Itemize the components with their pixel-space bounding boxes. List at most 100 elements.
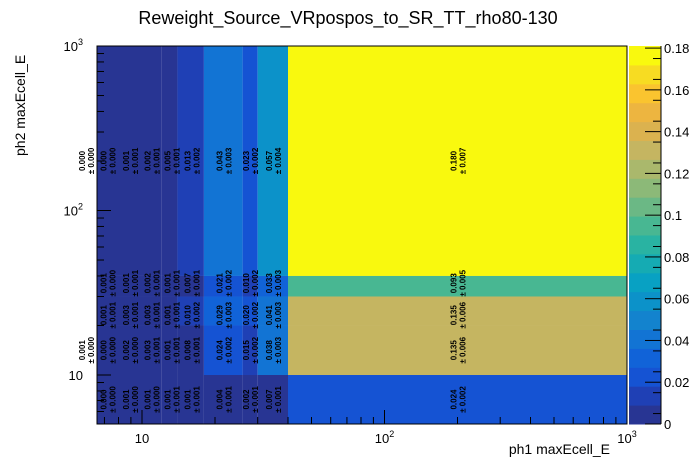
cell-error: ± 0.001 bbox=[193, 269, 202, 296]
cell-label: 0.007 ± 0.001 bbox=[184, 269, 202, 296]
cell-label: 0.000 ± 0.000 bbox=[100, 336, 118, 363]
colorbar-segment bbox=[629, 140, 661, 160]
cell-error-value: 0.000 bbox=[109, 269, 118, 290]
cell-error: ± 0.000 bbox=[87, 147, 96, 174]
colorbar-tick-label: 0.12 bbox=[664, 166, 689, 181]
cell-error: ± 0.001 bbox=[193, 336, 202, 363]
cell-label: 0.000 ± 0.000 bbox=[78, 147, 96, 174]
cell-error-value: 0.001 bbox=[109, 301, 118, 322]
plus-minus-sign: ± bbox=[274, 406, 283, 413]
plus-minus-sign: ± bbox=[109, 168, 118, 175]
plus-minus-sign: ± bbox=[251, 357, 260, 364]
cell-error-value: 0.001 bbox=[224, 386, 233, 407]
cell-value: 0.029 bbox=[215, 305, 224, 326]
cell-value: 0.002 bbox=[122, 340, 131, 361]
cell-error: ± 0.003 bbox=[274, 269, 283, 296]
colorbar-segment bbox=[629, 386, 661, 406]
cell-error: ± 0.000 bbox=[109, 336, 118, 363]
cell-label: 0.003 ± 0.001 bbox=[144, 336, 162, 363]
heatmap-cell bbox=[257, 375, 288, 424]
cell-value: 0.093 bbox=[449, 273, 458, 294]
cell-error-value: 0.002 bbox=[193, 301, 202, 322]
cell-value: 0.002 bbox=[242, 389, 251, 410]
cell-value: 0.001 bbox=[164, 340, 173, 361]
cell-error: ± 0.003 bbox=[274, 301, 283, 328]
plus-minus-sign: ± bbox=[274, 322, 283, 329]
colorbar-segment bbox=[629, 367, 661, 387]
colorbar-segment bbox=[629, 178, 661, 198]
y-tick-label-exp: 3 bbox=[78, 37, 83, 47]
cell-value: 0.002 bbox=[144, 150, 153, 171]
plus-minus-sign: ± bbox=[224, 322, 233, 329]
cell-value: 0.135 bbox=[449, 305, 458, 326]
colorbar-tick-label: 0.14 bbox=[664, 125, 689, 140]
cell-label: 0.020 ± 0.002 bbox=[242, 301, 260, 328]
cell-error-value: 0.001 bbox=[173, 269, 182, 290]
cell-error-value: 0.001 bbox=[131, 301, 140, 322]
plus-minus-sign: ± bbox=[153, 406, 162, 413]
cell-error-value: 0.002 bbox=[251, 301, 260, 322]
plus-minus-sign: ± bbox=[458, 406, 467, 413]
plus-minus-sign: ± bbox=[173, 357, 182, 364]
cell-error-value: 0.003 bbox=[274, 269, 283, 290]
cell-value: 0.005 bbox=[164, 150, 173, 171]
colorbar-segment bbox=[629, 253, 661, 274]
cell-error: ± 0.001 bbox=[153, 147, 162, 174]
cell-error: ± 0.003 bbox=[224, 147, 233, 174]
cell-label: 0.180 ± 0.007 bbox=[449, 147, 467, 174]
cell-label: 0.002 ± 0.001 bbox=[144, 269, 162, 296]
cell-label: 0.000 ± 0.000 bbox=[100, 147, 118, 174]
cell-label: 0.093 ± 0.005 bbox=[449, 269, 467, 296]
cell-error: ± 0.002 bbox=[251, 336, 260, 363]
heatmap-cell bbox=[161, 275, 178, 297]
heatmap-cell bbox=[97, 296, 119, 326]
heatmap-cell bbox=[242, 375, 258, 424]
cell-value: 0.001 bbox=[100, 305, 109, 326]
cell-value: 0.001 bbox=[164, 305, 173, 326]
cell-error-value: 0.003 bbox=[274, 301, 283, 322]
cell-error-value: 0.004 bbox=[274, 147, 283, 168]
cell-label: 0.001 ± 0.001 bbox=[164, 386, 182, 413]
heatmap-cell bbox=[287, 325, 627, 375]
colorbar-segment bbox=[629, 64, 661, 85]
cell-error: ± 0.002 bbox=[193, 301, 202, 328]
cell-value: 0.004 bbox=[215, 389, 224, 410]
y-tick-label: 103 bbox=[64, 37, 83, 54]
plus-minus-sign: ± bbox=[224, 406, 233, 413]
cell-label: 0.013 ± 0.002 bbox=[184, 147, 202, 174]
plus-minus-sign: ± bbox=[173, 290, 182, 297]
cell-error-value: 0.002 bbox=[251, 269, 260, 290]
cell-value: 0.057 bbox=[265, 150, 274, 171]
plus-minus-sign: ± bbox=[193, 168, 202, 175]
cell-error: ± 0.001 bbox=[173, 269, 182, 296]
cell-error-value: 0.000 bbox=[109, 386, 118, 407]
x-axis-label: ph1 maxEcell_E bbox=[508, 441, 610, 457]
cell-label: 0.024 ± 0.002 bbox=[449, 386, 467, 413]
cell-label: 0.002 ± 0.000 bbox=[122, 336, 140, 363]
cell-label: 0.001 ± 0.001 bbox=[164, 336, 182, 363]
plus-minus-sign: ± bbox=[458, 290, 467, 297]
cell-error: ± 0.006 bbox=[458, 336, 467, 363]
y-tick-label-base: 10 bbox=[64, 39, 78, 54]
heatmap-cell bbox=[287, 296, 627, 326]
cell-label: 0.057 ± 0.004 bbox=[265, 147, 283, 174]
cell-label: 0.010 ± 0.002 bbox=[184, 301, 202, 328]
cell-error-value: 0.001 bbox=[153, 301, 162, 322]
cell-value: 0.007 bbox=[265, 389, 274, 410]
plus-minus-sign: ± bbox=[274, 357, 283, 364]
cell-label: 0.001 ± 0.001 bbox=[164, 269, 182, 296]
cell-error-value: 0.001 bbox=[173, 336, 182, 357]
cell-error: ± 0.000 bbox=[131, 386, 140, 413]
colorbar-segment bbox=[629, 102, 661, 123]
cell-value: 0.002 bbox=[144, 273, 153, 294]
cell-error: ± 0.001 bbox=[153, 301, 162, 328]
cell-value: 0.043 bbox=[215, 150, 224, 171]
heatmap-cell bbox=[97, 275, 119, 297]
plus-minus-sign: ± bbox=[131, 357, 140, 364]
heatmap-cell bbox=[161, 46, 178, 276]
cell-label: 0.015 ± 0.002 bbox=[242, 336, 260, 363]
heatmap-cell bbox=[142, 325, 162, 375]
y-tick-label: 102 bbox=[64, 202, 83, 219]
cell-value: 0.003 bbox=[122, 305, 131, 326]
cell-error-value: 0.002 bbox=[224, 336, 233, 357]
